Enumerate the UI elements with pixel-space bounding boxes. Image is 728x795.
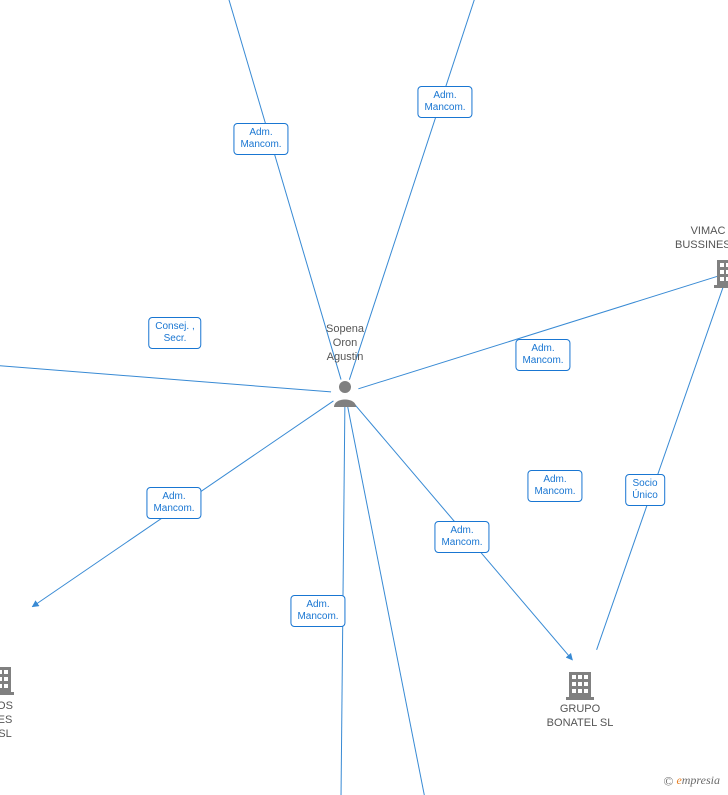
building-icon[interactable]	[566, 670, 594, 700]
edge-label[interactable]: Adm. Mancom.	[434, 521, 489, 553]
watermark-rest: mpresia	[682, 773, 720, 787]
person-icon[interactable]	[332, 379, 358, 407]
edge-label[interactable]: Adm. Mancom.	[527, 470, 582, 502]
building-icon[interactable]	[0, 665, 14, 695]
node-label[interactable]: GRUPO BONATEL SL	[547, 703, 614, 731]
edge-label[interactable]: Socio Único	[625, 474, 665, 506]
edge-label[interactable]: Adm. Mancom.	[233, 123, 288, 155]
edge-line	[358, 274, 724, 389]
edge-line	[348, 407, 445, 795]
edge-label[interactable]: Adm. Mancom.	[290, 595, 345, 627]
node-label[interactable]: VIMAC BUSSINES S	[675, 225, 728, 253]
edge-label[interactable]: Adm. Mancom.	[515, 339, 570, 371]
edge-line	[597, 277, 727, 650]
edge-label[interactable]: Consej. , Secr.	[148, 317, 201, 349]
edge-line	[349, 0, 540, 380]
building-icon[interactable]	[714, 258, 728, 288]
node-label[interactable]: OS ES SL	[0, 700, 13, 741]
edge-label[interactable]: Adm. Mancom.	[417, 86, 472, 118]
watermark: © empresia	[664, 773, 720, 789]
node-label[interactable]: Sopena Oron Agustin	[326, 323, 364, 364]
edge-label[interactable]: Adm. Mancom.	[146, 487, 201, 519]
edge-line	[0, 350, 331, 392]
copyright-symbol: ©	[664, 773, 674, 788]
network-edges	[0, 0, 728, 795]
